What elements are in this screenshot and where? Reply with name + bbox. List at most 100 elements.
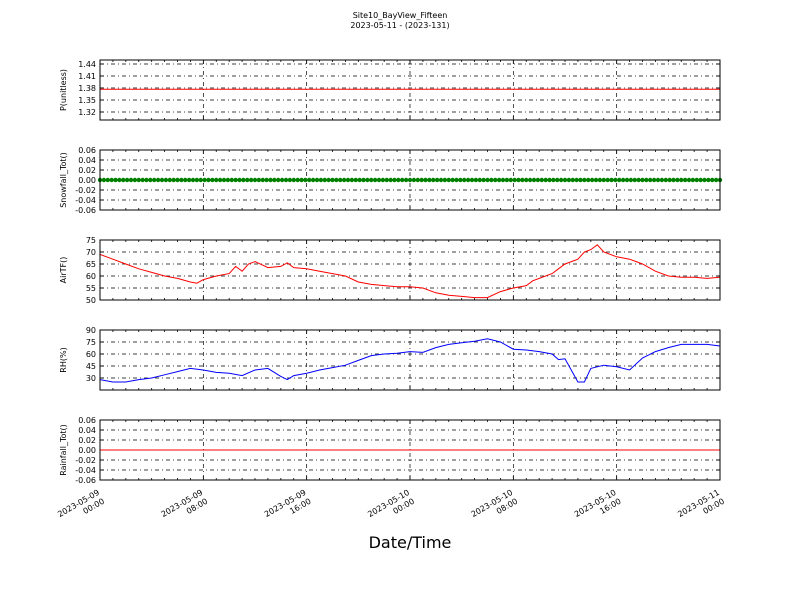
series-point (365, 177, 370, 183)
series-point (400, 177, 405, 183)
series-point (651, 177, 657, 183)
y-tick-label: 90 (86, 326, 96, 335)
series-point (485, 177, 490, 183)
y-tick-label: -0.06 (75, 206, 96, 215)
plot-frame (99, 239, 721, 301)
series-point (566, 177, 572, 183)
series-point (481, 177, 486, 183)
y-tick-label: 70 (86, 248, 96, 257)
series-point (210, 177, 215, 183)
plot-frame (99, 329, 721, 391)
y-tick-label: -0.04 (75, 196, 96, 205)
series-point (279, 177, 285, 183)
series-point (535, 177, 541, 183)
series-point (450, 177, 455, 183)
y-tick-label: -0.06 (75, 476, 96, 485)
series-line (99, 244, 721, 299)
series-point (520, 177, 525, 183)
series-point (225, 177, 231, 183)
subplot-3: 50 55 60 65 70 75 AirTF() (59, 236, 721, 305)
series-point (477, 177, 482, 183)
y-axis-label: P(unitless) (59, 69, 68, 111)
series-point (698, 177, 703, 183)
series-point (694, 177, 699, 183)
y-tick-label: -0.02 (75, 186, 96, 195)
series-point (570, 177, 575, 183)
series-point (531, 177, 537, 183)
series-point (264, 177, 269, 183)
series-point (113, 177, 118, 183)
series-point (589, 177, 595, 183)
series-point (163, 177, 169, 183)
y-tick-label: 30 (86, 374, 96, 383)
series-point (248, 177, 254, 183)
subplot-2: -0.06-0.04-0.020.000.020.040.06 Snowfall_… (59, 146, 723, 215)
series-point (593, 177, 599, 183)
x-tick-label: 2023-05-0908:00 (160, 488, 210, 528)
y-axis-label: Snowfall_Tot() (59, 152, 68, 208)
series-point (427, 177, 432, 183)
series-point (419, 177, 424, 183)
series-point (276, 177, 281, 183)
series-point (601, 177, 606, 183)
series-point (295, 177, 300, 183)
series-point (217, 177, 223, 183)
series-point (376, 177, 382, 183)
series-point (384, 177, 389, 183)
series-point (686, 177, 692, 183)
series-point (663, 177, 668, 183)
y-tick-label: 0.02 (78, 166, 96, 175)
series-point (551, 177, 556, 183)
series-point (504, 177, 510, 183)
series-point (148, 177, 153, 183)
series-point (233, 177, 238, 183)
chart-subtitle: 2023-05-11 - (2023-131) (350, 21, 450, 30)
series-point (640, 177, 645, 183)
series-point (241, 177, 246, 183)
series-point (555, 177, 560, 183)
y-axis-label: AirTF() (59, 257, 68, 284)
y-axis-label: RH(%) (59, 347, 68, 372)
series-point (268, 177, 273, 183)
series-point (431, 177, 436, 183)
series-point (299, 177, 304, 183)
series-point (710, 177, 715, 183)
series-point (512, 177, 517, 183)
y-tick-label: 60 (86, 350, 96, 359)
series-point (706, 177, 711, 183)
series-point (713, 177, 719, 183)
series-point (179, 177, 184, 183)
y-tick-label: -0.02 (75, 456, 96, 465)
series-point (558, 177, 564, 183)
series-point (527, 177, 533, 183)
series-point (159, 177, 165, 183)
series-point (272, 177, 277, 183)
series-point (458, 177, 463, 183)
series-point (194, 177, 200, 183)
subplot-4: 30 45 60 75 90 RH(%) (59, 326, 721, 391)
series-point (679, 177, 684, 183)
series-point (586, 177, 591, 183)
series-point (617, 177, 622, 183)
series-point (380, 177, 386, 183)
series-point (229, 177, 234, 183)
series-point (175, 177, 180, 183)
x-axis-label: Date/Time (368, 533, 452, 552)
series-point (702, 177, 707, 183)
plot-frame (99, 59, 721, 121)
series-point (469, 177, 475, 183)
series-point (489, 177, 494, 183)
series-point (105, 177, 110, 183)
series-point (287, 177, 293, 183)
y-tick-label: 1.32 (78, 108, 96, 117)
series-point (245, 177, 250, 183)
series-point (291, 177, 296, 183)
series-point (648, 177, 653, 183)
series-line (99, 338, 721, 383)
series-point (369, 177, 374, 183)
series-point (128, 177, 134, 183)
series-point (256, 177, 262, 183)
series-point (101, 177, 107, 183)
y-tick-label: 60 (86, 272, 96, 281)
